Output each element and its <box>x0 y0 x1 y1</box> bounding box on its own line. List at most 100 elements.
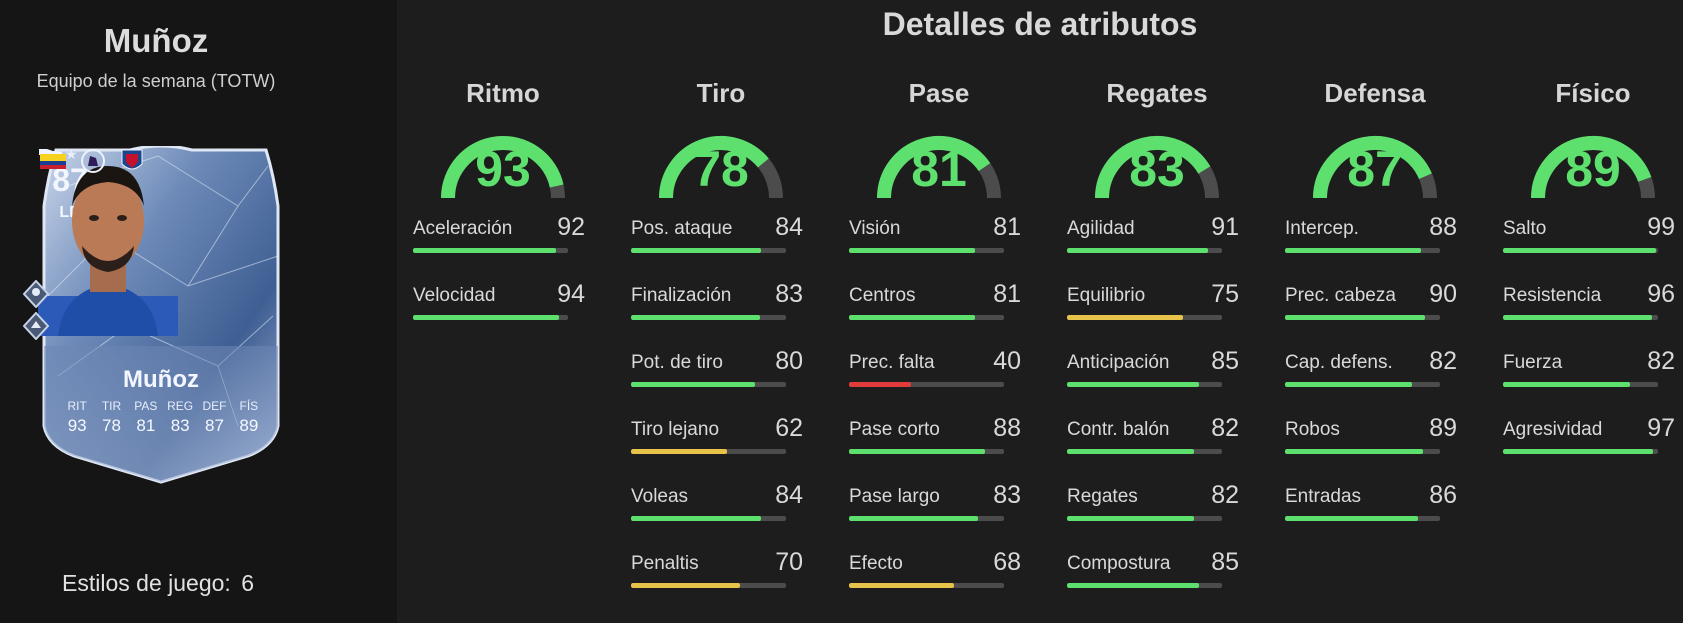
attribute-bar-fill <box>1067 382 1199 387</box>
card-stat: FÍS 89 <box>232 399 266 436</box>
attribute-bar <box>631 516 786 521</box>
attribute-label: Prec. falta <box>849 352 935 373</box>
gauge-fill <box>1313 136 1432 199</box>
attribute-bar-fill <box>849 583 955 588</box>
card-stat-value: 78 <box>102 416 121 435</box>
attribute-value: 82 <box>1211 414 1239 442</box>
attribute-bar <box>849 583 1004 588</box>
attribute-value: 85 <box>1211 347 1239 375</box>
attribute-bar <box>849 516 1004 521</box>
card-stat: RIT 93 <box>60 399 94 436</box>
attribute-row: Salto 99 <box>1503 213 1683 285</box>
card-stat-label: REG <box>167 399 194 413</box>
attribute-list: Intercep. 88 Prec. cabeza 90 Cap. defens. 82 R… <box>1285 213 1465 553</box>
attribute-bar <box>631 382 786 387</box>
attribute-value: 82 <box>1647 347 1675 375</box>
attribute-bar <box>849 248 1004 253</box>
attribute-column: Pase 81 Visión 81 Centros 81 Prec. falta 40 Pase… <box>849 78 1029 620</box>
attribute-row: Visión 81 <box>849 213 1029 285</box>
attribute-bar-fill <box>1067 516 1195 521</box>
attribute-bar-fill <box>1503 449 1654 454</box>
attribute-bar-fill <box>1503 248 1657 253</box>
attribute-bar <box>849 315 1004 320</box>
attribute-label: Salto <box>1503 218 1547 239</box>
attribute-bar-fill <box>1067 583 1199 588</box>
attribute-bar <box>1067 315 1222 320</box>
attribute-bar <box>631 583 786 588</box>
category-name: Pase <box>908 78 970 108</box>
attribute-bar <box>1067 382 1222 387</box>
attribute-bar-fill <box>413 315 559 320</box>
attribute-label: Centros <box>849 285 916 306</box>
gauge-fill <box>659 136 769 199</box>
attribute-row: Prec. cabeza 90 <box>1285 280 1465 352</box>
star-icon: ★ <box>65 146 78 162</box>
attribute-label: Equilibrio <box>1067 285 1146 306</box>
attribute-bar-fill <box>1285 382 1413 387</box>
attribute-list: Pos. ataque 84 Finalización 83 Pot. de tiro 8… <box>631 213 811 620</box>
attribute-bar <box>413 248 568 253</box>
attribute-label: Anticipación <box>1067 352 1170 373</box>
boot-icon <box>39 149 62 155</box>
attribute-bar <box>1503 315 1658 320</box>
attribute-value: 40 <box>993 347 1021 375</box>
card-stat-label: RIT <box>67 399 87 413</box>
attribute-bar-fill <box>849 449 986 454</box>
attribute-label: Prec. cabeza <box>1285 285 1396 306</box>
attribute-row: Agresividad 97 <box>1503 414 1683 486</box>
attribute-value: 94 <box>557 280 585 308</box>
attribute-value: 84 <box>775 481 803 509</box>
category-gauge: 81 <box>849 118 1029 208</box>
attribute-row: Velocidad 94 <box>413 280 593 352</box>
card-stat-value: 83 <box>170 416 190 435</box>
player-name: Muñoz <box>103 22 209 59</box>
attribute-bar-fill <box>1285 516 1419 521</box>
attribute-value: 89 <box>1429 414 1457 442</box>
card-stat: DEF 87 <box>197 399 231 436</box>
attribute-bar-fill <box>849 382 911 387</box>
attribute-label: Intercep. <box>1285 218 1359 239</box>
attribute-row: Centros 81 <box>849 280 1029 352</box>
category-value: 87 <box>1347 141 1403 197</box>
attribute-value: 80 <box>775 347 803 375</box>
gauge-arc <box>877 136 1001 199</box>
attribute-bar-fill <box>849 248 975 253</box>
attribute-row: Regates 82 <box>1067 481 1247 553</box>
attribute-bar-fill <box>1067 248 1209 253</box>
attribute-row: Compostura 85 <box>1067 548 1247 620</box>
card-stat-value: 89 <box>239 416 259 435</box>
attribute-label: Penaltis <box>631 553 699 574</box>
premier-league-icon <box>81 149 105 173</box>
attribute-bar <box>1067 248 1222 253</box>
category-name: Regates <box>1106 78 1208 108</box>
playstyles-value: 6 <box>241 570 254 596</box>
attribute-value: 99 <box>1647 213 1675 241</box>
attribute-row: Pos. ataque 84 <box>631 213 811 285</box>
attribute-bar <box>1503 248 1658 253</box>
attribute-bar-fill <box>1285 248 1422 253</box>
attribute-row: Resistencia 96 <box>1503 280 1683 352</box>
playstyles-count[interactable]: Estilos de juego: 6 <box>0 570 312 597</box>
attribute-row: Cap. defens. 82 <box>1285 347 1465 419</box>
playstyle-badge-icon[interactable] <box>23 312 49 340</box>
attribute-list: Salto 99 Resistencia 96 Fuerza 82 Agresividad 9… <box>1503 213 1683 486</box>
category-value: 81 <box>911 141 967 197</box>
attribute-label: Visión <box>849 218 901 239</box>
playstyles-label: Estilos de juego: <box>62 570 231 596</box>
attribute-list: Agilidad 91 Equilibrio 75 Anticipación 85 Cont… <box>1067 213 1247 620</box>
attribute-label: Fuerza <box>1503 352 1563 373</box>
attribute-column: Ritmo 93 Aceleración 92 Velocidad 94 <box>413 78 593 352</box>
attribute-label: Regates <box>1067 486 1138 507</box>
player-panel: Muñoz Equipo de la semana (TOTW) <box>0 0 397 623</box>
attribute-value: 97 <box>1647 414 1675 442</box>
attribute-label: Cap. defens. <box>1285 352 1393 373</box>
card-stat: PAS 81 <box>129 399 163 436</box>
attribute-bar <box>1285 449 1440 454</box>
card-stat-value: 81 <box>136 416 156 435</box>
gauge-arc <box>1095 136 1219 199</box>
attribute-label: Resistencia <box>1503 285 1602 306</box>
attribute-bar <box>849 449 1004 454</box>
playstyle-badge-icon[interactable] <box>23 280 49 308</box>
player-card[interactable]: ★ 87 LD Muñoz RIT 93 TIR 78 PAS 81 REG 83 DE… <box>38 146 284 484</box>
attribute-label: Agresividad <box>1503 419 1603 440</box>
